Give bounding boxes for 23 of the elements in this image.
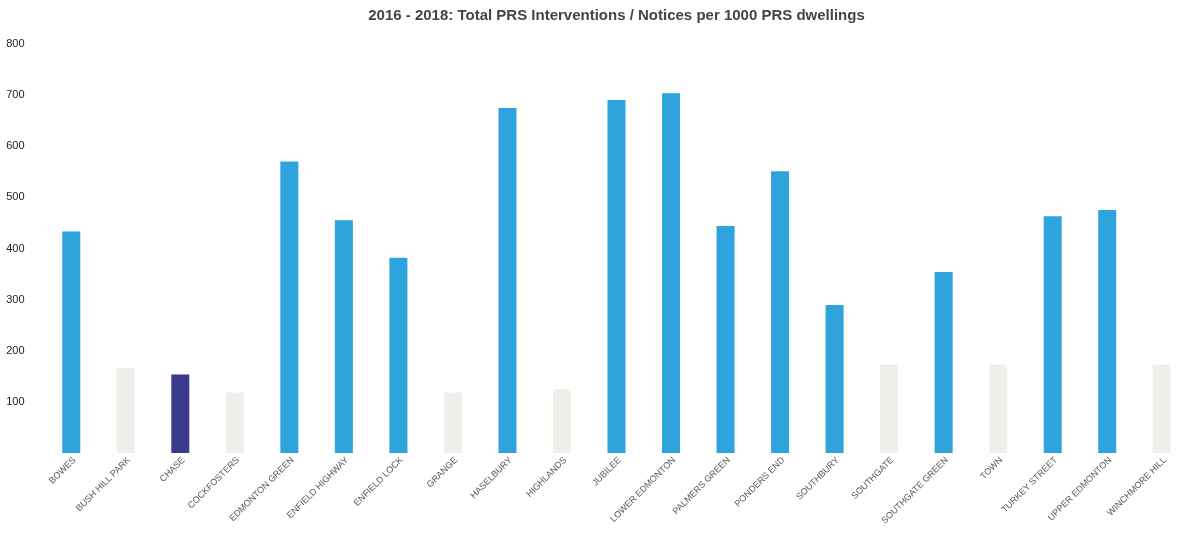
bar xyxy=(389,257,408,453)
bar xyxy=(771,171,790,453)
chart-title: 2016 - 2018: Total PRS Interventions / Notices per 1000 PRS dwellings xyxy=(368,6,865,23)
bar xyxy=(607,99,626,453)
y-tick-label: 400 xyxy=(6,241,25,254)
bar xyxy=(825,304,844,453)
bar xyxy=(1098,210,1117,453)
y-tick-label: 700 xyxy=(6,87,25,100)
bar xyxy=(280,161,299,453)
bar xyxy=(171,374,190,453)
bar xyxy=(1043,216,1062,453)
bar xyxy=(934,272,953,453)
y-tick-label: 600 xyxy=(6,139,25,151)
y-tick-label: 500 xyxy=(6,190,25,203)
y-tick-label: 300 xyxy=(6,292,25,305)
y-tick-label: 100 xyxy=(6,395,25,408)
bar xyxy=(62,231,81,453)
bar xyxy=(716,225,735,453)
y-tick-label: 800 xyxy=(6,36,25,49)
y-tick-label: 200 xyxy=(6,344,25,356)
bar xyxy=(662,93,681,453)
bar xyxy=(498,108,517,453)
bar xyxy=(334,220,353,453)
